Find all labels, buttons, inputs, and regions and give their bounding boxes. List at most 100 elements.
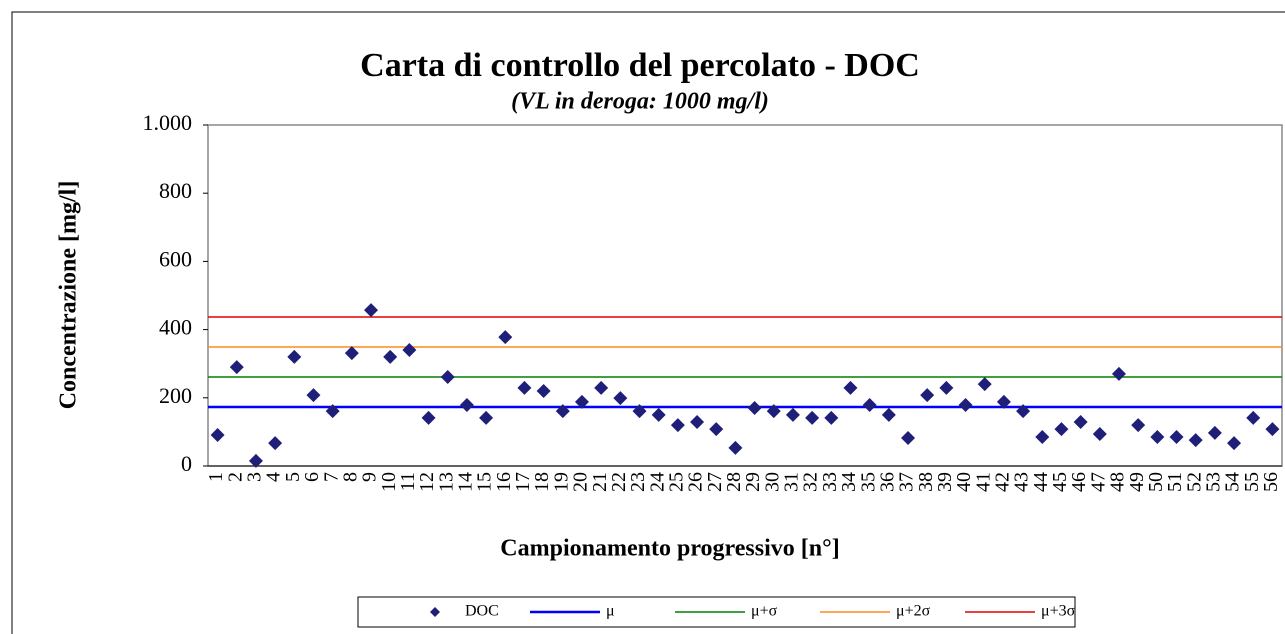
x-tick-label: 8 [339, 472, 361, 482]
x-tick-label: 49 [1126, 472, 1148, 492]
data-point [1035, 430, 1050, 445]
x-tick-label: 16 [493, 472, 515, 492]
x-tick-label: 47 [1087, 472, 1109, 492]
y-tick-label: 1.000 [143, 110, 193, 135]
data-point [344, 346, 359, 361]
x-tick-label: 48 [1107, 472, 1129, 492]
x-tick-label: 17 [512, 472, 534, 492]
data-point [383, 349, 398, 364]
data-point [325, 404, 340, 419]
data-point [709, 422, 724, 437]
x-tick-label: 12 [416, 472, 438, 492]
y-tick-label: 800 [159, 178, 192, 203]
data-point [996, 394, 1011, 409]
data-point [229, 360, 244, 375]
data-point [1073, 415, 1088, 430]
x-tick-label: 56 [1260, 472, 1282, 492]
x-axis-label: Campionamento progressivo [n°] [500, 536, 839, 562]
x-tick-label: 9 [359, 472, 381, 482]
x-tick-label: 14 [455, 472, 477, 492]
x-tick-label: 26 [685, 472, 707, 492]
y-tick-label: 200 [159, 383, 192, 408]
x-tick-label: 36 [876, 472, 898, 492]
x-tick-label: 39 [934, 472, 956, 492]
x-tick-label: 15 [474, 472, 496, 492]
data-point [1246, 410, 1261, 425]
data-point [651, 407, 666, 422]
chart-title: Carta di controllo del percolato - DOC [360, 47, 920, 84]
data-point [364, 303, 379, 318]
x-tick-label: 7 [320, 472, 342, 482]
data-point [287, 349, 302, 364]
x-tick-label: 29 [742, 472, 764, 492]
x-tick-label: 54 [1222, 472, 1244, 492]
chart-border [11, 11, 1285, 634]
data-point [402, 343, 417, 358]
data-point [632, 404, 647, 419]
data-point [1016, 404, 1031, 419]
data-point [1265, 422, 1280, 437]
x-tick-label: 21 [589, 472, 611, 492]
data-point [766, 404, 781, 419]
data-point [805, 410, 820, 425]
x-tick-label: 40 [953, 472, 975, 492]
x-tick-label: 2 [224, 472, 246, 482]
data-point [670, 418, 685, 433]
x-tick-label: 34 [838, 472, 860, 492]
data-point [920, 388, 935, 403]
x-tick-label: 23 [627, 472, 649, 492]
chart-subtitle: (VL in deroga: 1000 mg/l) [511, 89, 769, 115]
data-point [459, 397, 474, 412]
x-tick-label: 41 [972, 472, 994, 492]
data-point [824, 410, 839, 425]
x-tick-label: 46 [1068, 472, 1090, 492]
y-tick-label: 600 [159, 246, 192, 271]
data-point [747, 401, 762, 416]
data-point [843, 380, 858, 395]
legend-label: μ+σ [751, 603, 778, 620]
x-tick-label: 55 [1241, 472, 1263, 492]
data-point [1111, 366, 1126, 381]
data-point [268, 436, 283, 451]
data-point [1150, 430, 1165, 445]
data-point [440, 369, 455, 384]
legend-marker [430, 607, 440, 617]
x-tick-label: 4 [263, 472, 285, 482]
x-tick-label: 50 [1145, 472, 1167, 492]
legend-label: μ+3σ [1041, 603, 1076, 620]
data-point [555, 404, 570, 419]
legend-label: μ [606, 603, 615, 620]
x-tick-label: 42 [992, 472, 1014, 492]
x-tick-label: 18 [531, 472, 553, 492]
x-tick-label: 13 [435, 472, 457, 492]
x-tick-label: 30 [761, 472, 783, 492]
x-tick-label: 45 [1049, 472, 1071, 492]
data-point [728, 440, 743, 455]
data-point [517, 380, 532, 395]
data-point [1188, 433, 1203, 448]
data-point [901, 431, 916, 446]
y-axis-label: Concentrazione [mg/l] [56, 181, 82, 410]
x-tick-label: 37 [896, 472, 918, 492]
data-point [498, 330, 513, 345]
x-tick-label: 11 [397, 472, 419, 491]
y-tick-label: 0 [181, 451, 192, 476]
data-point [958, 397, 973, 412]
data-point [210, 427, 225, 442]
data-point [594, 380, 609, 395]
x-tick-label: 53 [1202, 472, 1224, 492]
x-tick-label: 25 [665, 472, 687, 492]
data-point [1054, 422, 1069, 437]
data-point [881, 407, 896, 422]
x-tick-label: 19 [550, 472, 572, 492]
y-tick-label: 400 [159, 315, 192, 340]
x-tick-label: 3 [244, 472, 266, 482]
x-tick-label: 10 [378, 472, 400, 492]
x-tick-label: 1 [205, 472, 227, 482]
x-tick-label: 44 [1030, 472, 1052, 492]
data-point [862, 397, 877, 412]
x-tick-label: 52 [1183, 472, 1205, 492]
x-tick-label: 32 [800, 472, 822, 492]
data-point [574, 394, 589, 409]
data-point [939, 380, 954, 395]
